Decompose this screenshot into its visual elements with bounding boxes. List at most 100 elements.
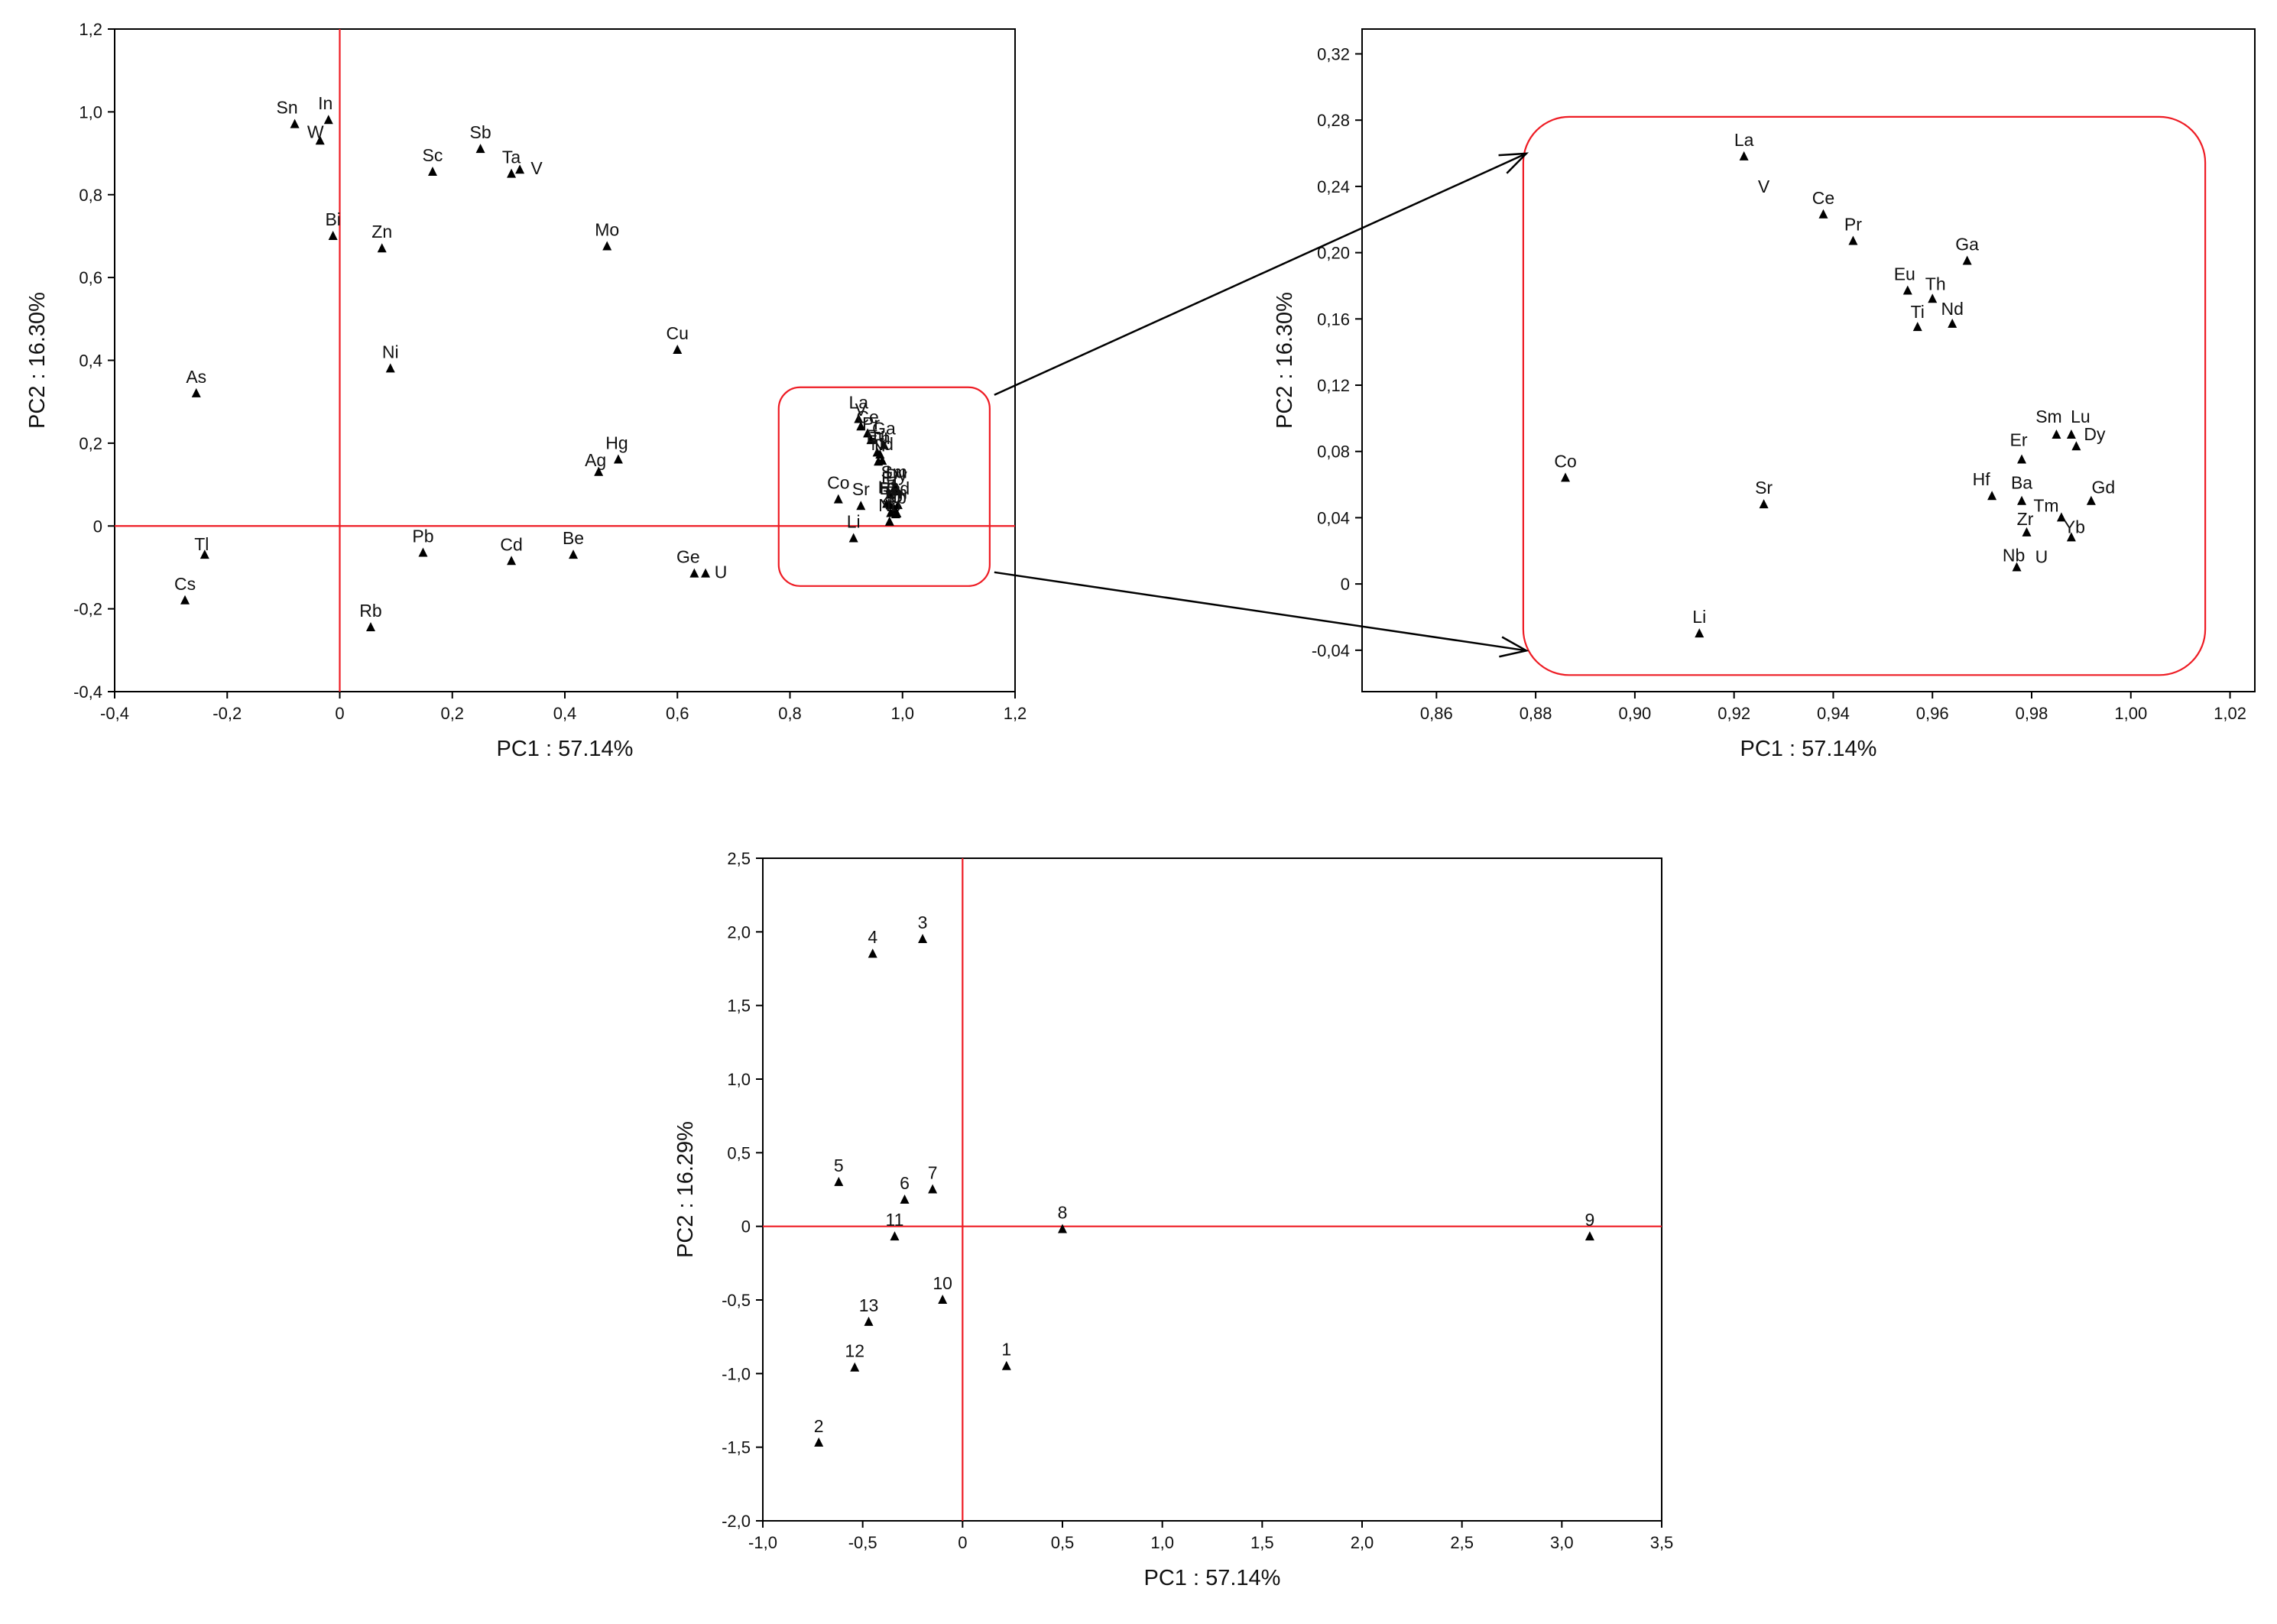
top-left-point-marker [427, 166, 437, 176]
bottom-point-marker [868, 948, 877, 958]
top-right-point-label: Ti [1911, 302, 1925, 322]
top-right-point-label: V [1758, 177, 1770, 196]
top-left-point-marker [833, 494, 843, 504]
top-left-point-label: Ba [879, 478, 900, 498]
top-left-y-tick-label: 1,0 [79, 102, 102, 122]
top-right-plot-frame [1361, 28, 2256, 692]
bottom-point-label: 2 [814, 1416, 824, 1436]
top-right-point-label: Ce [1812, 188, 1834, 208]
top-left-point-label: Sr [852, 479, 870, 499]
top-right-point-label: Co [1554, 451, 1576, 471]
bottom-x-tick-label: 0,5 [1051, 1533, 1075, 1552]
top-left-point-marker [365, 622, 375, 632]
top-left-point-label: Sm [881, 462, 907, 481]
top-left-point-label: V [855, 400, 868, 420]
top-right-point-label: U [2035, 547, 2048, 567]
top-right-point-marker [1818, 209, 1828, 219]
top-right-point-label: Dy [2084, 424, 2106, 444]
top-left-point-label: Ce [856, 407, 878, 426]
top-right-point-marker [1987, 491, 1997, 501]
top-left-point-marker [689, 568, 699, 578]
top-right-x-tick-label: 0,92 [1717, 704, 1750, 723]
bottom-plot-frame [762, 857, 1662, 1522]
top-right-x-tick-label: 0,88 [1520, 704, 1552, 723]
top-left-y-tick-label: 0,4 [79, 352, 102, 371]
bottom-point-marker [834, 1176, 844, 1186]
top-right-point-marker [2017, 454, 2027, 464]
top-right-point-label: Zr [2017, 509, 2034, 529]
bottom-x-tick-label: 1,0 [1150, 1533, 1174, 1552]
top-right-point-label: Er [2010, 430, 2028, 450]
bottom-point-marker [900, 1194, 910, 1204]
top-left-point-label: Dy [886, 465, 908, 485]
top-left-y-axis-label: PC2 : 16.30% [25, 292, 50, 429]
top-left-point-label: Mo [595, 219, 619, 239]
zoom-arrow-upper [994, 152, 1529, 396]
top-right-point-label: Li [1692, 607, 1706, 627]
top-right-point-label: Lu [2071, 407, 2090, 426]
top-right-panel: 0,86 0,88 0,90 0,92 0,94 0,96 0,98 1,00 1,02 -0,0… [1273, 28, 2256, 761]
top-left-point-marker [199, 549, 209, 559]
top-right-point-marker [2071, 441, 2081, 451]
top-right-x-tick-label: 1,02 [2214, 704, 2246, 723]
bottom-point-label: 3 [918, 912, 928, 932]
top-left-point-marker [892, 507, 902, 517]
bottom-y-tick-label: 1,5 [727, 997, 751, 1016]
bottom-x-tick-label: 0 [958, 1533, 967, 1552]
top-left-point-marker [854, 413, 864, 423]
zoom-arrow-lower [994, 571, 1529, 658]
top-right-point-marker [1962, 255, 1972, 265]
top-left-point-label: Hf [878, 478, 897, 498]
bottom-point-marker [1058, 1224, 1067, 1233]
top-left-point-marker [418, 547, 428, 557]
top-left-point-marker [323, 115, 333, 125]
top-left-x-tick-label: 1,2 [1004, 704, 1027, 723]
top-left-x-tick-label: 0,6 [666, 704, 689, 723]
top-left-point-marker [863, 428, 873, 438]
top-left-y-tick-label: -0,4 [73, 682, 102, 702]
top-right-x-tick-label: 1,00 [2114, 704, 2147, 723]
top-right-point-marker [1848, 235, 1858, 245]
top-left-point-marker [507, 556, 517, 566]
top-left-point-label: Rb [359, 601, 381, 621]
top-left-y-tick-label: -0,2 [73, 600, 102, 619]
top-right-y-tick-label: 0,08 [1317, 442, 1350, 462]
bottom-point-label: 11 [886, 1210, 904, 1230]
bottom-x-tick-label: 3,0 [1550, 1533, 1574, 1552]
top-left-point-marker [856, 501, 866, 511]
bottom-y-tick-label: -2,0 [722, 1512, 751, 1531]
bottom-x-tick-label: 2,0 [1351, 1533, 1374, 1552]
top-right-x-tick-label: 0,90 [1618, 704, 1651, 723]
bottom-point-marker [1584, 1231, 1594, 1241]
top-left-point-label: V [530, 158, 543, 178]
top-right-x-axis-label: PC1 : 57.14% [1740, 737, 1877, 761]
bottom-point-marker [928, 1184, 938, 1194]
top-right-y-tick-label: 0,24 [1317, 177, 1350, 196]
top-right-point-marker [2012, 562, 2022, 572]
bottom-x-axis-label: PC1 : 57.14% [1144, 1566, 1281, 1590]
bottom-x-tick-label: 2,5 [1450, 1533, 1474, 1552]
top-left-panel: -0,4 -0,2 0 0,2 0,4 0,6 0,8 1,0 1,2 -0,4 -0,2 0 0,2 0… [25, 20, 1027, 761]
bottom-x-tick-label: -0,5 [848, 1533, 877, 1552]
bottom-x-tick-label: 1,5 [1250, 1533, 1274, 1552]
top-left-point-marker [885, 500, 895, 510]
bottom-point-marker [850, 1362, 860, 1372]
top-right-y-axis-label: PC2 : 16.30% [1273, 292, 1297, 429]
top-left-point-marker [328, 230, 338, 240]
top-left-point-marker [475, 144, 485, 154]
top-left-point-label: As [186, 367, 206, 387]
top-left-point-label: Tm [882, 483, 907, 503]
top-left-point-label: Tl [194, 534, 209, 554]
top-right-point-marker [1912, 322, 1922, 332]
top-left-point-marker [701, 568, 711, 578]
top-right-point-label: Nb [2003, 545, 2025, 565]
bottom-point-marker [918, 933, 928, 943]
top-left-point-label: In [318, 93, 332, 113]
top-right-point-label: Sm [2035, 407, 2062, 426]
top-left-point-label: Lu [886, 462, 906, 481]
top-left-point-marker [594, 466, 604, 476]
top-left-x-axis-label: PC1 : 57.14% [497, 737, 634, 761]
top-right-x-tick-label: 0,86 [1420, 704, 1453, 723]
bottom-point-marker [890, 1231, 900, 1241]
top-right-y-tick-label: 0,16 [1317, 310, 1350, 329]
